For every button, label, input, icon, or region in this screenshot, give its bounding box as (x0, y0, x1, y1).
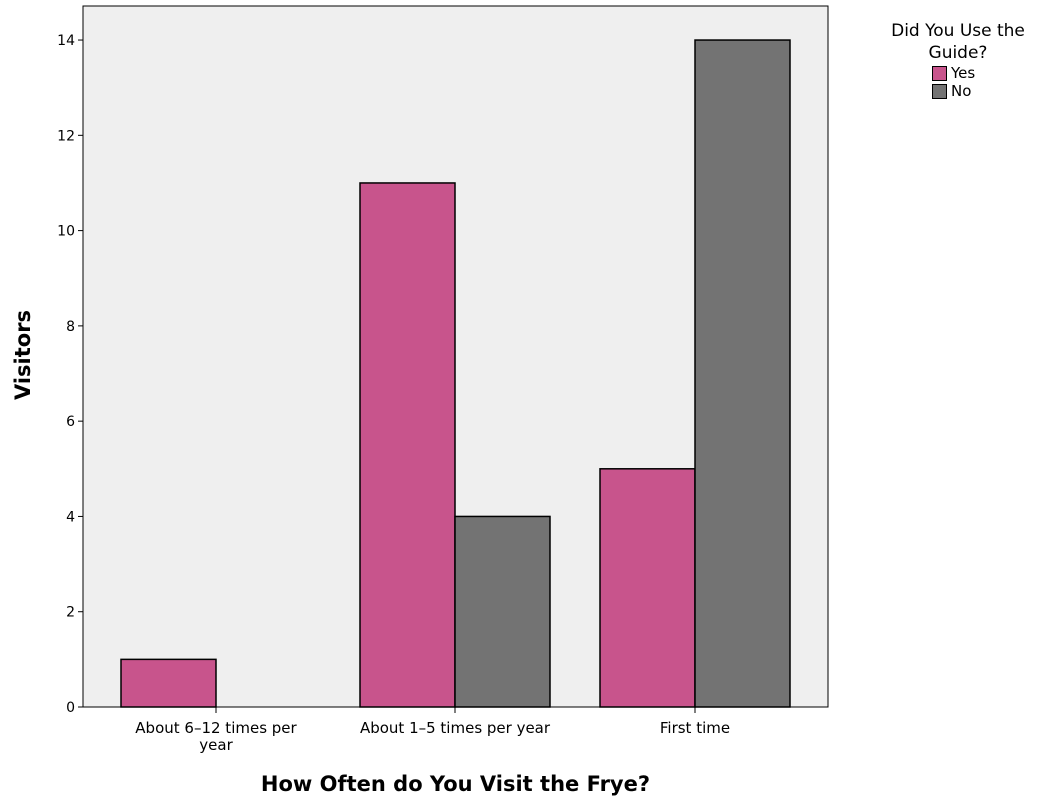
legend-swatch-no (932, 83, 947, 99)
legend-label-yes: Yes (951, 64, 976, 82)
y-tick-label: 10 (57, 224, 75, 240)
y-tick-label: 12 (57, 128, 75, 144)
legend-swatch-yes (932, 65, 947, 81)
x-tick-label: First time (660, 719, 730, 737)
bar-yes (359, 182, 456, 708)
bar-no (454, 515, 551, 708)
y-tick-label: 8 (66, 319, 75, 335)
y-tick-label: 2 (66, 605, 75, 621)
x-tick-label: About 1–5 times per year (360, 719, 551, 737)
legend: Did You Use the Guide? Yes No (860, 20, 1056, 100)
legend-item-yes: Yes (932, 64, 1056, 82)
bar-yes (599, 468, 696, 708)
legend-title: Did You Use the Guide? (891, 21, 1025, 63)
y-tick-label: 4 (66, 509, 75, 525)
y-axis-title: Visitors (11, 310, 35, 400)
y-tick-label: 0 (66, 700, 75, 716)
legend-item-no: No (932, 82, 1056, 100)
legend-label-no: No (951, 82, 972, 100)
y-tick-label: 14 (57, 33, 75, 49)
x-tick-label: About 6–12 times per year (135, 719, 297, 754)
x-axis-title: How Often do You Visit the Frye? (261, 772, 650, 796)
bar-no (694, 39, 791, 708)
y-tick-label: 6 (66, 414, 75, 430)
bar-yes (120, 658, 217, 708)
